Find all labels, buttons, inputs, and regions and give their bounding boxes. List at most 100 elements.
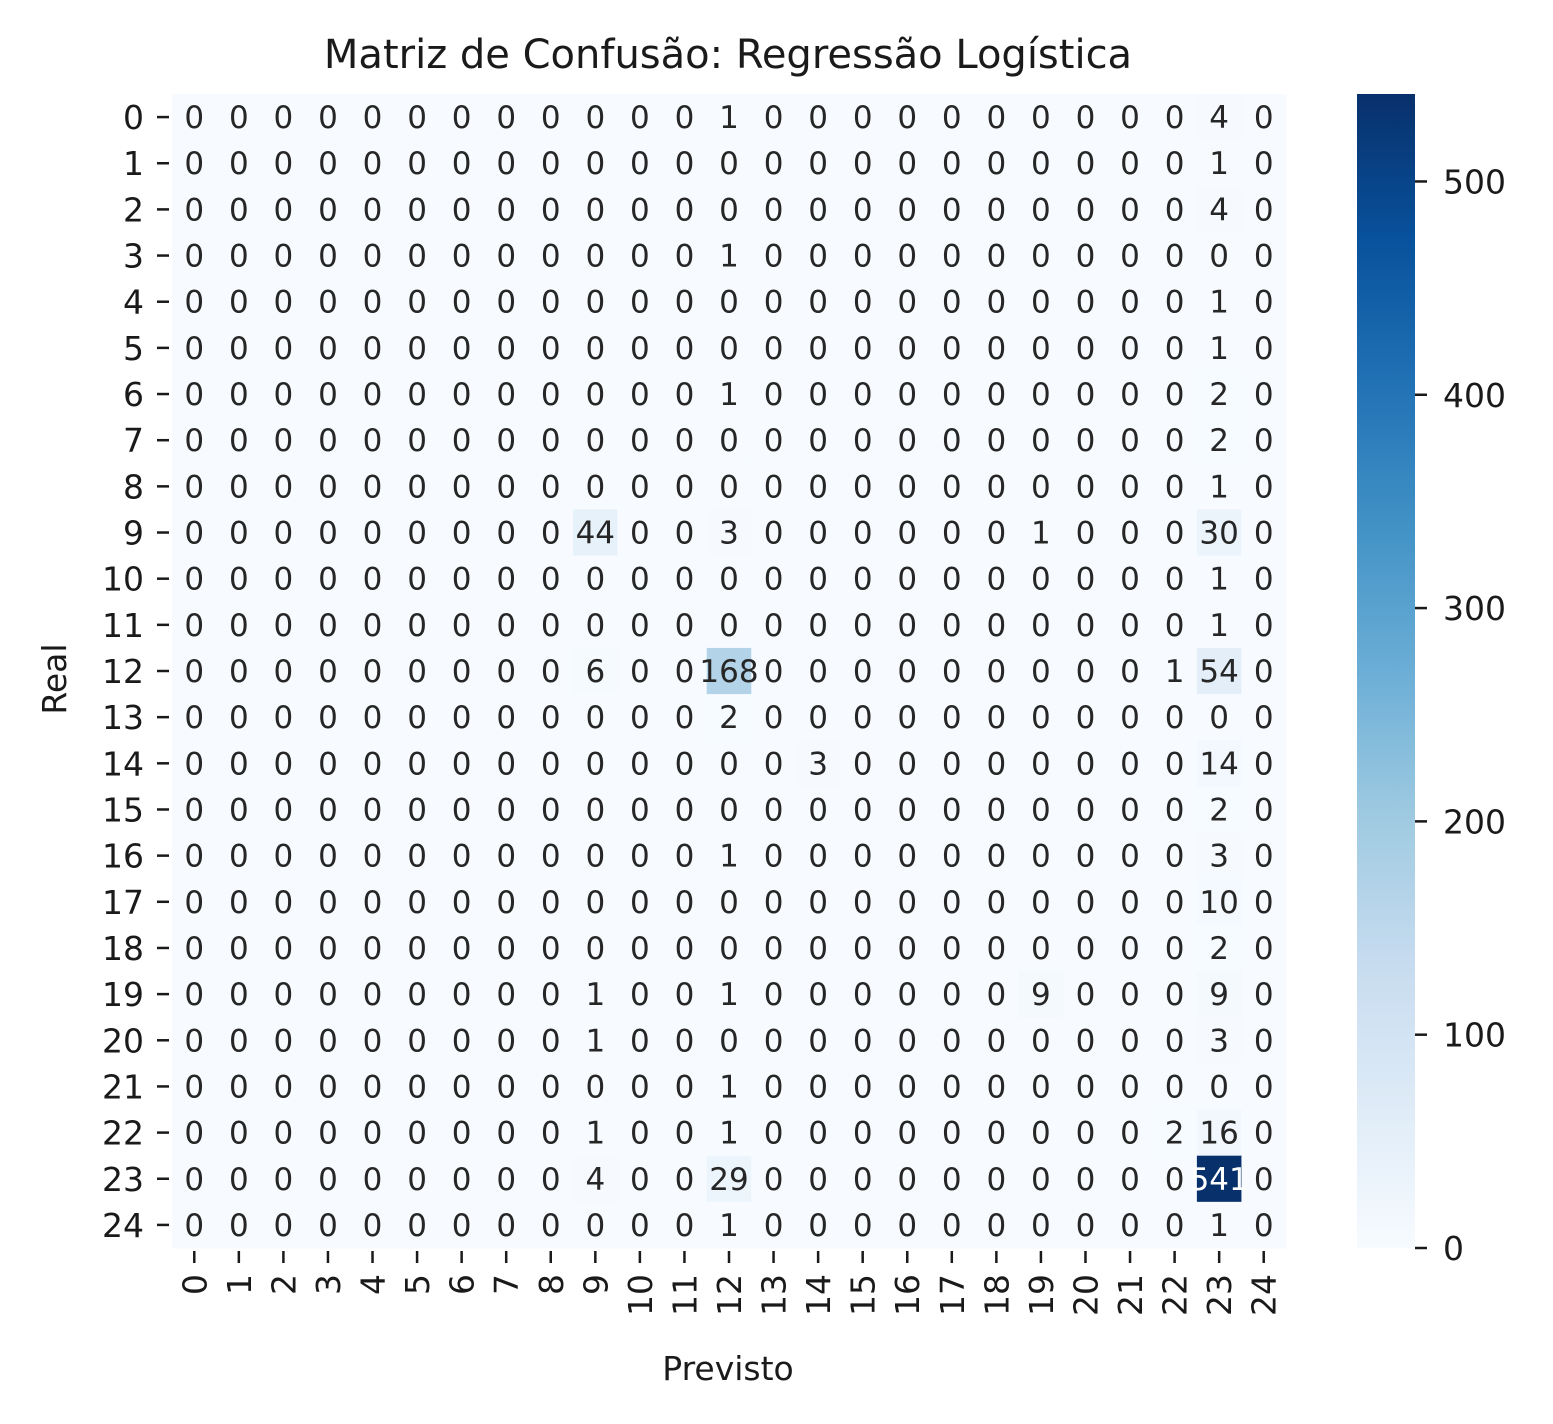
cell-value: 0 xyxy=(318,654,338,690)
cell-value: 0 xyxy=(808,239,828,275)
cell-value: 0 xyxy=(1076,885,1096,921)
cell-value: 0 xyxy=(808,1116,828,1152)
cell-value: 0 xyxy=(897,931,917,967)
cell-value: 0 xyxy=(585,608,605,644)
cell-value: 0 xyxy=(942,331,962,367)
heatmap-cell xyxy=(216,463,262,511)
y-tick-label: 16 xyxy=(102,837,144,876)
cell-value: 0 xyxy=(541,423,561,459)
cell-value: 0 xyxy=(942,285,962,321)
heatmap-cell xyxy=(1063,1201,1109,1249)
cell-value: 0 xyxy=(764,516,784,552)
heatmap-cell xyxy=(1152,555,1198,603)
heatmap-cell xyxy=(706,878,752,926)
heatmap-cell xyxy=(573,971,619,1018)
heatmap-cell xyxy=(974,647,1020,695)
heatmap-cell xyxy=(840,509,886,557)
cell-value: 0 xyxy=(897,839,917,875)
cell-value: 0 xyxy=(1076,746,1096,782)
heatmap-cell xyxy=(216,878,262,926)
heatmap-cell xyxy=(751,186,797,234)
cell-value: 0 xyxy=(986,562,1006,598)
heatmap-cell xyxy=(528,1201,574,1249)
cell-value: 0 xyxy=(630,285,650,321)
heatmap-cell xyxy=(573,740,619,787)
heatmap-cell xyxy=(394,740,440,787)
heatmap-cell xyxy=(929,94,975,141)
cell-value: 0 xyxy=(675,746,695,782)
cell-value: 0 xyxy=(808,1208,828,1244)
heatmap-cell xyxy=(1152,1063,1198,1111)
cell-value: 0 xyxy=(184,285,204,321)
heatmap-cell xyxy=(483,924,530,972)
cell-value: 0 xyxy=(229,377,249,413)
cell-value: 0 xyxy=(808,469,828,505)
cell-value: 0 xyxy=(1120,931,1140,967)
cell-value: 0 xyxy=(630,654,650,690)
heatmap-cell xyxy=(528,232,574,280)
cell-value: 0 xyxy=(942,746,962,782)
cell-value: 0 xyxy=(942,423,962,459)
x-tick-label: 22 xyxy=(1156,1274,1195,1316)
heatmap-cell xyxy=(305,232,351,280)
cell-value: 0 xyxy=(764,977,784,1013)
cell-value: 0 xyxy=(541,1116,561,1152)
heatmap-cell xyxy=(261,924,307,972)
cell-value: 0 xyxy=(942,100,962,136)
heatmap-cell xyxy=(261,186,307,234)
colorbar-tick-label: 500 xyxy=(1443,162,1506,201)
heatmap-cell xyxy=(1196,786,1243,834)
heatmap-cell xyxy=(1241,647,1287,695)
cell-value: 0 xyxy=(1165,192,1185,228)
cell-value: 0 xyxy=(318,931,338,967)
cell-value: 0 xyxy=(496,423,516,459)
heatmap-cell xyxy=(795,417,841,464)
heatmap-cell xyxy=(305,971,351,1018)
heatmap-cell xyxy=(974,971,1020,1018)
cell-value: 0 xyxy=(496,239,516,275)
heatmap-cell xyxy=(394,1155,440,1203)
heatmap-cell xyxy=(706,601,752,649)
cell-value: 0 xyxy=(853,885,873,921)
heatmap-cell xyxy=(216,555,262,603)
cell-value: 0 xyxy=(496,608,516,644)
y-tick-label: 24 xyxy=(102,1206,144,1245)
cell-value: 541 xyxy=(1190,1162,1249,1198)
heatmap-cell xyxy=(884,94,931,141)
heatmap-cell xyxy=(1063,878,1109,926)
heatmap-cell xyxy=(929,324,975,372)
cell-value: 0 xyxy=(585,239,605,275)
cell-value: 0 xyxy=(407,562,427,598)
heatmap-cell xyxy=(483,971,530,1018)
cell-value: 0 xyxy=(184,331,204,367)
x-tick-label: 13 xyxy=(755,1274,794,1316)
cell-value: 0 xyxy=(808,931,828,967)
heatmap-cell xyxy=(617,278,663,326)
cell-value: 0 xyxy=(184,792,204,828)
heatmap-cell xyxy=(528,1063,574,1111)
heatmap-cell xyxy=(1018,786,1064,834)
heatmap-cell xyxy=(528,740,574,787)
heatmap-cell xyxy=(573,94,619,141)
cell-value: 0 xyxy=(1031,608,1051,644)
heatmap-cell xyxy=(751,601,797,649)
heatmap-cell xyxy=(617,740,663,787)
cell-value: 1 xyxy=(1209,1208,1229,1244)
heatmap-cell xyxy=(439,140,485,187)
heatmap-cell xyxy=(350,647,396,695)
cell-value: 0 xyxy=(318,1069,338,1105)
cell-value: 2 xyxy=(1209,792,1229,828)
heatmap-cell xyxy=(706,1155,752,1203)
cell-value: 0 xyxy=(274,192,294,228)
heatmap-cell xyxy=(1152,832,1198,880)
cell-value: 0 xyxy=(1076,1023,1096,1059)
cell-value: 0 xyxy=(1120,977,1140,1013)
cell-value: 0 xyxy=(719,931,739,967)
y-tick-label: 14 xyxy=(102,744,144,783)
heatmap-cell xyxy=(394,878,440,926)
cell-value: 0 xyxy=(184,377,204,413)
cell-value: 0 xyxy=(1165,885,1185,921)
cell-value: 0 xyxy=(675,1116,695,1152)
cell-value: 0 xyxy=(853,331,873,367)
heatmap-cell xyxy=(483,1109,530,1157)
